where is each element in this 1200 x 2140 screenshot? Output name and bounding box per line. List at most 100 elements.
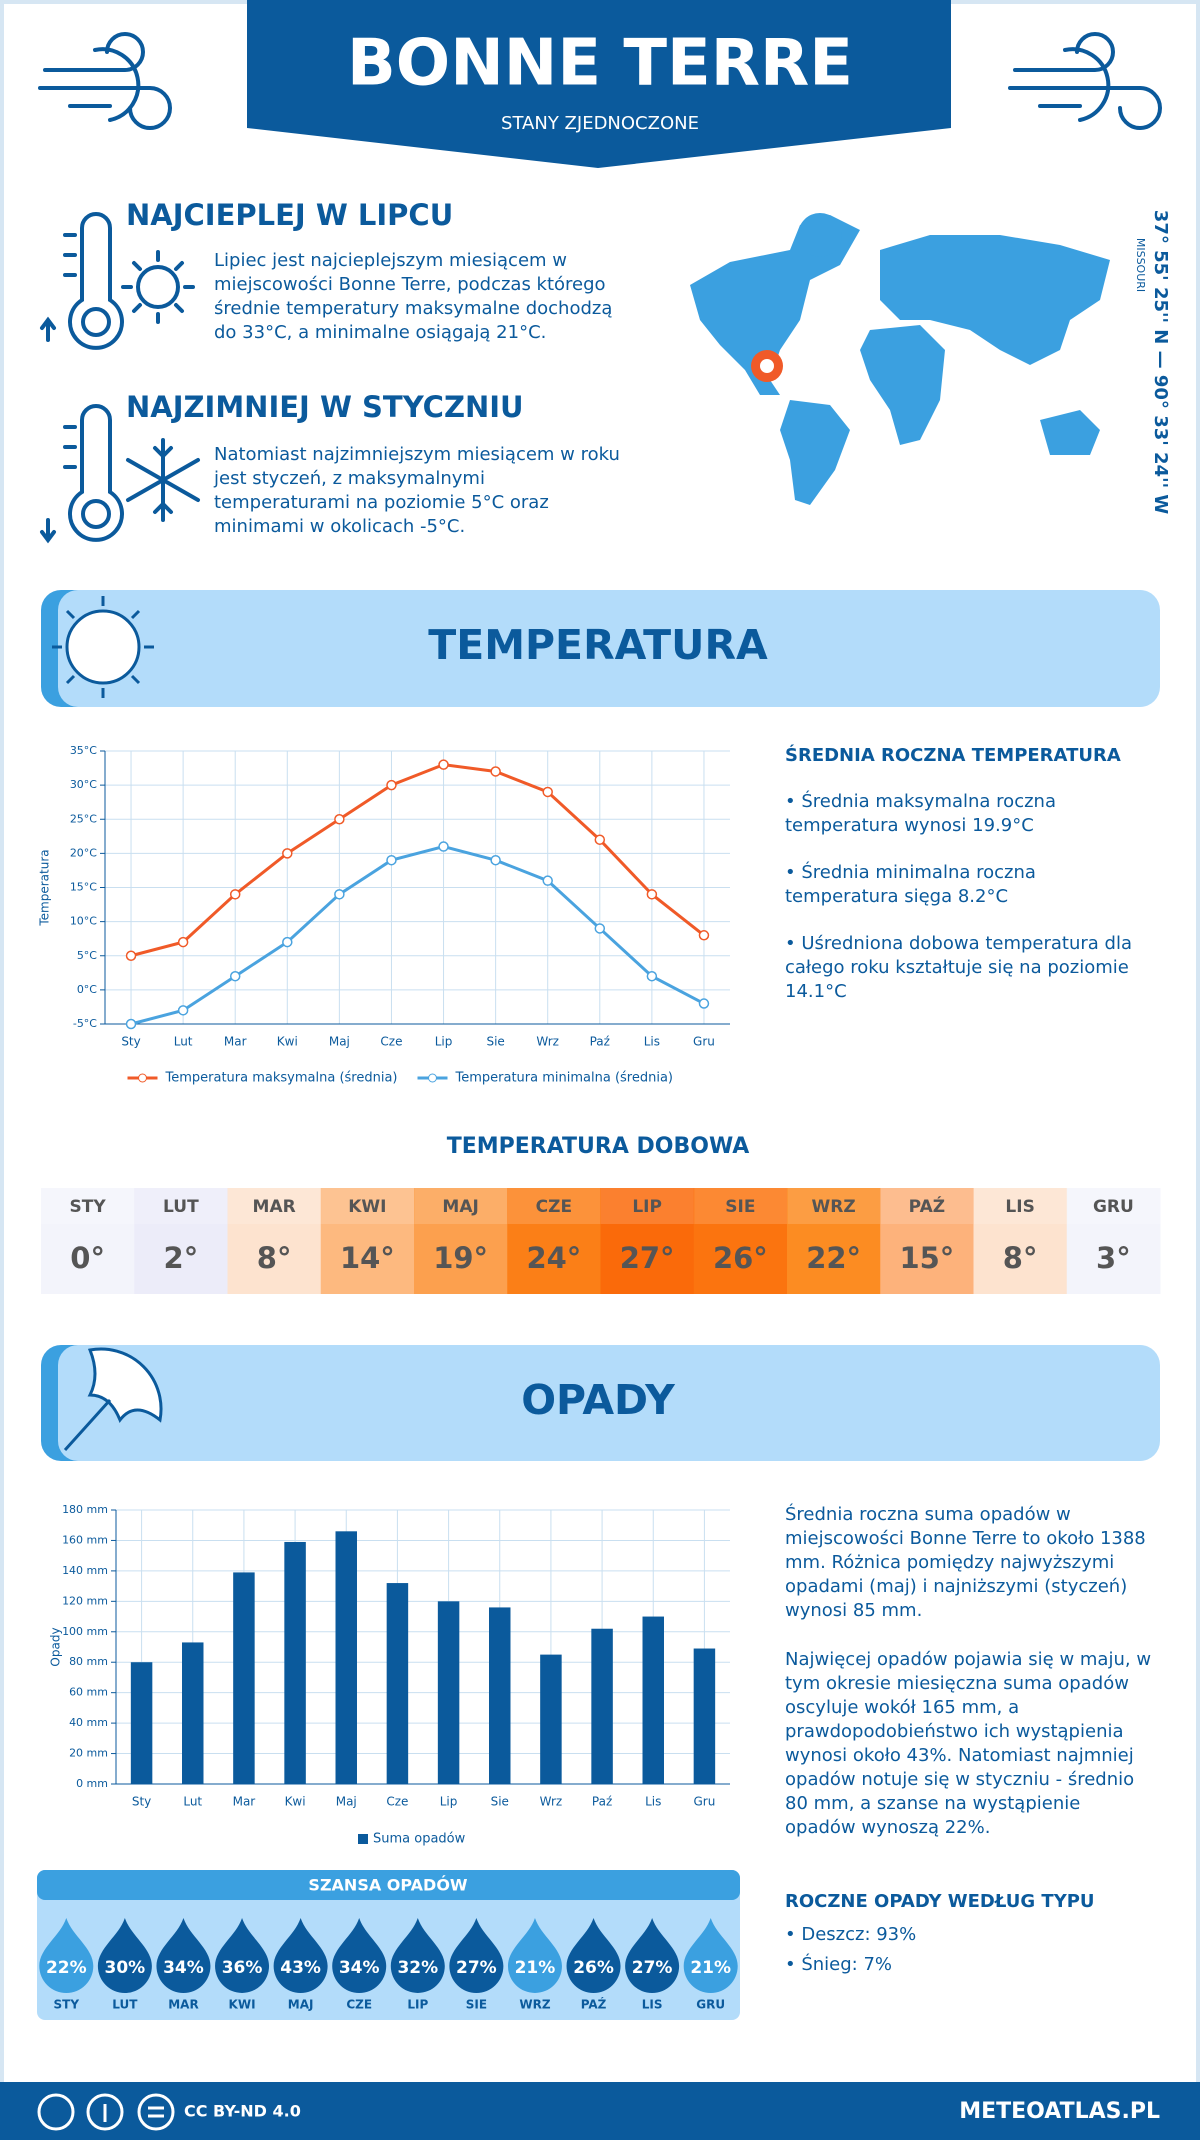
summary-title: ŚREDNIA ROCZNA TEMPERATURA: [785, 745, 1121, 766]
bar: [182, 1642, 204, 1784]
table-value-cell: [600, 1224, 695, 1294]
table-header-cell: [973, 1188, 1068, 1224]
point: [229, 889, 241, 900]
x-tick-label: Cze: [386, 1795, 408, 1809]
y-tick-label: 120 mm: [62, 1594, 108, 1607]
drop: [390, 1918, 445, 1993]
y-tick-label: 180 mm: [62, 1503, 108, 1516]
x-tick-label: Sty: [121, 1035, 140, 1049]
y-tick-label: 10°C: [70, 915, 97, 928]
x-tick-label: Wrz: [536, 1035, 559, 1049]
y-tick-label: 0 mm: [76, 1777, 108, 1790]
drop-month: CZE: [346, 1998, 372, 2012]
table-value: 19°: [433, 1241, 488, 1275]
bar: [540, 1654, 562, 1784]
drop-value: 27%: [456, 1958, 497, 1978]
drop-value: 26%: [573, 1958, 614, 1978]
chance-header: [37, 1870, 740, 1900]
bar: [130, 1662, 153, 1784]
table-month: STY: [70, 1197, 107, 1217]
section-title: TEMPERATURA: [428, 621, 768, 669]
umbrella-icon: [63, 1347, 163, 1452]
table-value-cell: [134, 1224, 228, 1294]
drop-value: 30%: [105, 1958, 146, 1978]
summary-bullet: • Średnia maksymalna roczna temperatura …: [785, 791, 1056, 836]
x-tick-label: Sie: [486, 1035, 504, 1049]
x-tick-label: Maj: [329, 1035, 350, 1049]
wind-icon-right: [1008, 32, 1162, 130]
drop: [332, 1918, 387, 1993]
x-tick-label: Gru: [693, 1035, 715, 1049]
coldest-text: Natomiast najzimniejszym miesiącem w rok…: [214, 444, 620, 537]
coordinates: 37° 55' 25'' N — 90° 33' 24'' W: [1150, 210, 1171, 515]
point: [282, 936, 293, 948]
drop: [625, 1918, 680, 1993]
legend-swatch-point: [138, 1073, 147, 1083]
bar: [284, 1541, 306, 1784]
point: [334, 814, 345, 825]
precip-paragraph: Najwięcej opadów pojawia się w maju, w t…: [785, 1649, 1152, 1838]
country: STANY ZJEDNOCZONE: [501, 113, 699, 134]
table-month: GRU: [1093, 1197, 1134, 1217]
world-map: [690, 213, 1110, 505]
precip-paragraph: Średnia roczna suma opadów w miejscowośc…: [785, 1504, 1146, 1621]
table-month: WRZ: [812, 1197, 856, 1217]
drop-value: 21%: [690, 1958, 731, 1978]
line: [130, 763, 705, 958]
table-value: 2°: [164, 1241, 199, 1275]
table-header-cell: [600, 1188, 695, 1224]
thermometer-hot: [40, 212, 195, 350]
x-tick-label: Sie: [491, 1795, 509, 1809]
y-axis-label: Temperatura: [38, 849, 52, 926]
table-month: MAR: [253, 1197, 296, 1217]
drop: [507, 1918, 562, 1993]
drop-month: LIP: [407, 1998, 428, 2012]
location-marker-center: [760, 359, 774, 373]
table-month: CZE: [536, 1197, 572, 1217]
drop-month: KWI: [229, 1998, 256, 2012]
sun-icon: [52, 596, 154, 698]
y-tick-label: 30°C: [70, 778, 97, 791]
y-tick-label: 20 mm: [69, 1747, 108, 1760]
y-tick-label: 100 mm: [62, 1625, 108, 1638]
y-tick-label: 140 mm: [62, 1564, 108, 1577]
y-tick-label: 60 mm: [69, 1686, 108, 1699]
drop: [683, 1918, 738, 1993]
drop-month: LIS: [642, 1998, 663, 2012]
table-value: 8°: [1003, 1241, 1038, 1275]
point: [229, 970, 241, 982]
line: [130, 844, 705, 1026]
table-month: LIP: [632, 1197, 662, 1217]
table-value-cell: [507, 1224, 601, 1294]
x-tick-label: Maj: [336, 1795, 357, 1809]
table-month: MAJ: [442, 1197, 478, 1217]
x-tick-label: Mar: [233, 1795, 256, 1809]
y-tick-label: 25°C: [70, 812, 97, 825]
point: [386, 854, 397, 866]
table-header-cell: [227, 1188, 322, 1224]
y-tick-label: 5°C: [77, 949, 97, 962]
bar: [437, 1601, 460, 1784]
table-header-cell: [787, 1188, 881, 1224]
x-tick-label: Kwi: [285, 1795, 306, 1809]
point: [438, 759, 449, 770]
x-tick-label: Sty: [132, 1795, 151, 1809]
table-value: 24°: [526, 1241, 581, 1275]
drop-month: MAR: [168, 1998, 198, 2012]
table-value: 8°: [257, 1241, 292, 1275]
point: [334, 889, 345, 900]
drop-value: 36%: [222, 1958, 263, 1978]
bar: [233, 1572, 255, 1784]
drop-value: 34%: [163, 1958, 204, 1978]
point: [542, 875, 553, 886]
legend-label: Temperatura maksymalna (średnia): [165, 1071, 398, 1086]
drop: [156, 1918, 211, 1993]
warmest-text: Lipiec jest najcieplejszym miesiącem w m…: [214, 250, 613, 343]
bar: [335, 1531, 357, 1784]
table-value-cell: [227, 1224, 322, 1294]
point: [490, 854, 501, 866]
table-month: LUT: [163, 1197, 199, 1217]
section-title: OPADY: [521, 1376, 676, 1424]
table-value: 3°: [1096, 1241, 1131, 1275]
y-tick-label: -5°C: [73, 1017, 97, 1030]
